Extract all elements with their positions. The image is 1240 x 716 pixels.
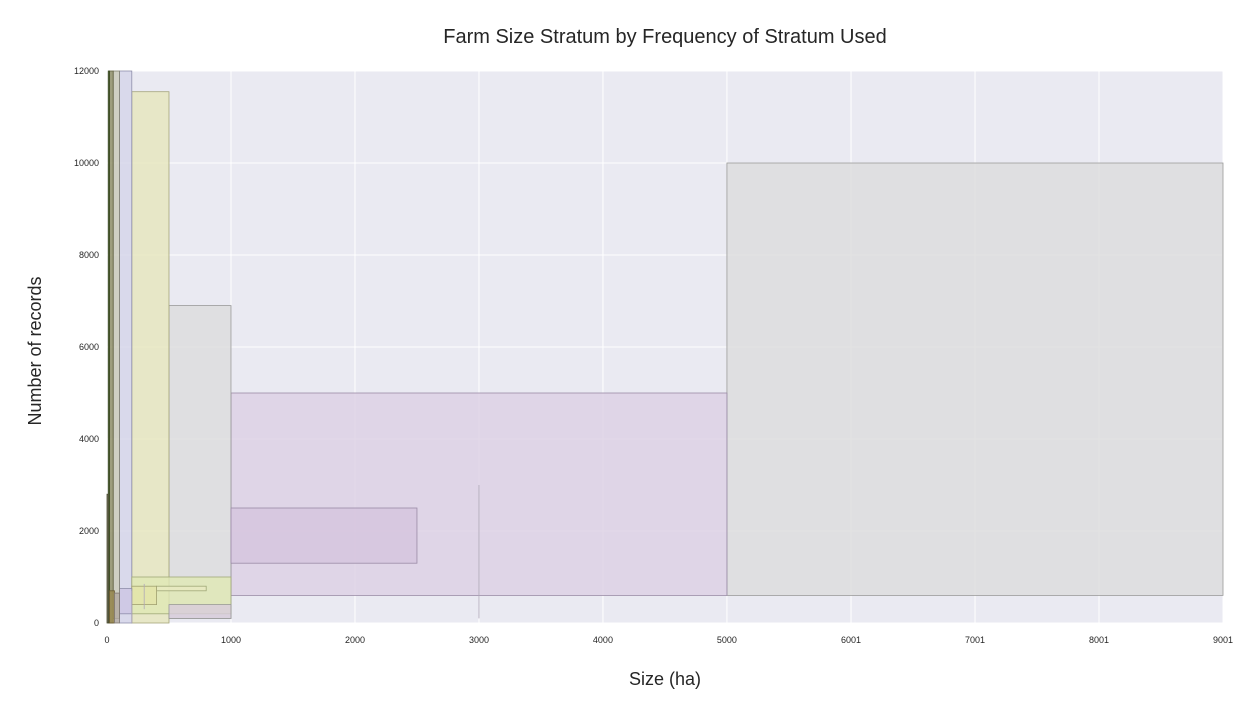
x-axis-title: Size (ha)	[629, 669, 701, 689]
stratum-rect	[106, 493, 109, 624]
y-tick-label: 12000	[74, 66, 99, 76]
data-marks	[106, 70, 1224, 624]
x-tick-label: 0	[104, 635, 109, 645]
y-tick-label: 10000	[74, 158, 99, 168]
x-tick-label: 3000	[469, 635, 489, 645]
x-tick-label: 9001	[1213, 635, 1233, 645]
stratum-rect	[107, 70, 110, 624]
y-axis-title: Number of records	[25, 276, 45, 425]
x-tick-label: 4000	[593, 635, 613, 645]
stratum-rect	[156, 585, 207, 592]
x-tick-label: 1000	[221, 635, 241, 645]
stratum-rect	[726, 162, 1224, 596]
x-tick-label: 2000	[345, 635, 365, 645]
x-axis-ticks: 0 1000 2000 3000 4000 5000 6001 7001 8001 9001	[104, 635, 1233, 645]
stratum-rect	[114, 592, 120, 624]
x-tick-label: 6001	[841, 635, 861, 645]
y-tick-label: 0	[94, 618, 99, 628]
stratum-rect	[112, 70, 120, 619]
stratum-rect	[168, 604, 232, 619]
y-axis-ticks: 0 2000 4000 6000 8000 10000 12000	[74, 66, 99, 628]
x-tick-label: 5000	[717, 635, 737, 645]
y-tick-label: 2000	[79, 526, 99, 536]
y-tick-label: 4000	[79, 434, 99, 444]
chart-title: Farm Size Stratum by Frequency of Stratu…	[443, 26, 887, 48]
stratum-rect	[109, 590, 115, 624]
stratum-rect	[118, 70, 133, 624]
y-tick-label: 6000	[79, 342, 99, 352]
stratum-rect	[118, 588, 133, 615]
stratum-rect	[168, 305, 232, 619]
stratum-rect	[109, 70, 114, 624]
stratum-rect	[230, 507, 418, 564]
x-tick-label: 8001	[1089, 635, 1109, 645]
x-tick-label: 7001	[965, 635, 985, 645]
y-tick-label: 8000	[79, 250, 99, 260]
stratum-rect	[131, 91, 170, 624]
